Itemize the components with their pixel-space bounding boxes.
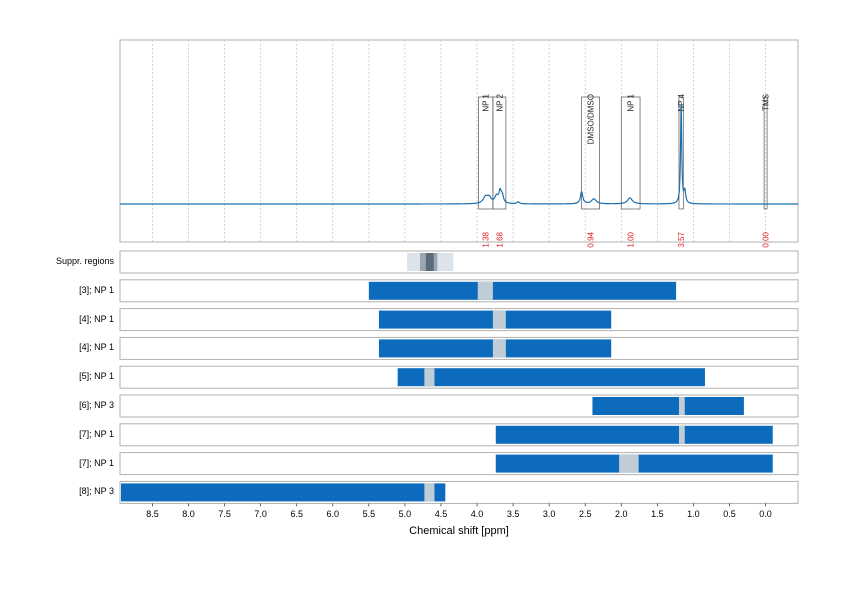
x-tick-label: 3.0 bbox=[542, 509, 556, 520]
peak-region-box bbox=[620, 96, 641, 210]
spectrum-panel bbox=[119, 39, 799, 243]
integral-value: 1.00 bbox=[627, 231, 636, 247]
x-tick-label: 6.5 bbox=[290, 509, 303, 520]
spectrum-trace bbox=[120, 104, 798, 205]
x-tick-label: 8.5 bbox=[146, 509, 159, 520]
x-tick-label: 4.5 bbox=[434, 509, 448, 520]
suppression-inner bbox=[425, 253, 434, 271]
region-bar bbox=[397, 368, 705, 387]
region-gap bbox=[492, 339, 506, 358]
peak-region-label: NP 4 bbox=[677, 93, 686, 111]
region-gap bbox=[492, 310, 506, 329]
peak-region-label: DMSO/DMSO bbox=[587, 94, 596, 144]
integral-value: 0.94 bbox=[587, 231, 596, 247]
region-gap bbox=[678, 425, 685, 444]
x-tick-label: 5.5 bbox=[362, 509, 376, 520]
x-tick-label: 7.5 bbox=[218, 509, 231, 520]
integral-value: 1.38 bbox=[482, 231, 491, 247]
integral-value: 1.68 bbox=[495, 231, 504, 247]
peak-region-box bbox=[581, 96, 600, 210]
x-tick-label: 1.5 bbox=[651, 509, 664, 520]
peak-region-box bbox=[678, 96, 684, 210]
x-tick-label: 0.5 bbox=[723, 509, 736, 520]
region-gap bbox=[678, 397, 685, 415]
region-bar bbox=[121, 483, 446, 502]
region-gap bbox=[424, 483, 435, 502]
region-gap bbox=[424, 368, 435, 387]
region-gap bbox=[477, 281, 493, 300]
x-tick-label: 2.0 bbox=[615, 509, 628, 520]
x-tick-label: 7.0 bbox=[254, 509, 267, 520]
peak-region-box bbox=[763, 96, 768, 210]
x-tick-label: 6.0 bbox=[326, 509, 340, 520]
integral-value: 0.00 bbox=[762, 231, 771, 247]
x-tick-label: 8.0 bbox=[182, 509, 195, 520]
row-label: [4]; NP 1 bbox=[79, 313, 114, 324]
suppression-row bbox=[119, 250, 799, 274]
row-label: [7]; NP 1 bbox=[79, 428, 114, 439]
x-tick-label: 3.5 bbox=[506, 509, 520, 520]
x-axis-title: Chemical shift [ppm] bbox=[409, 525, 509, 537]
peak-region-label: NP 1 bbox=[627, 93, 636, 111]
peak-region-box bbox=[492, 96, 507, 210]
x-tick-label: 5.0 bbox=[398, 509, 412, 520]
x-tick-label: 2.5 bbox=[578, 509, 592, 520]
row-label: [3]; NP 1 bbox=[79, 284, 114, 295]
row-label: [4]; NP 1 bbox=[79, 342, 114, 353]
region-bar bbox=[592, 397, 744, 415]
row-label: [7]; NP 1 bbox=[79, 457, 114, 468]
integral-value: 3.57 bbox=[677, 231, 686, 247]
peak-region-label: NP 1 bbox=[482, 93, 491, 111]
row-label: [6]; NP 3 bbox=[79, 400, 114, 410]
row-label: [8]; NP 3 bbox=[79, 486, 114, 497]
region-gap bbox=[619, 454, 639, 473]
x-tick-label: 4.0 bbox=[470, 509, 484, 520]
x-tick-label: 1.0 bbox=[687, 509, 700, 520]
row-label: [5]; NP 1 bbox=[79, 371, 114, 382]
row-label: Suppr. regions bbox=[55, 256, 114, 266]
region-bar bbox=[495, 425, 773, 444]
peak-region-label: TMS bbox=[762, 94, 771, 111]
x-tick-label: 0.0 bbox=[759, 509, 772, 520]
region-bar bbox=[368, 281, 677, 300]
peak-region-label: NP 2 bbox=[495, 93, 504, 111]
